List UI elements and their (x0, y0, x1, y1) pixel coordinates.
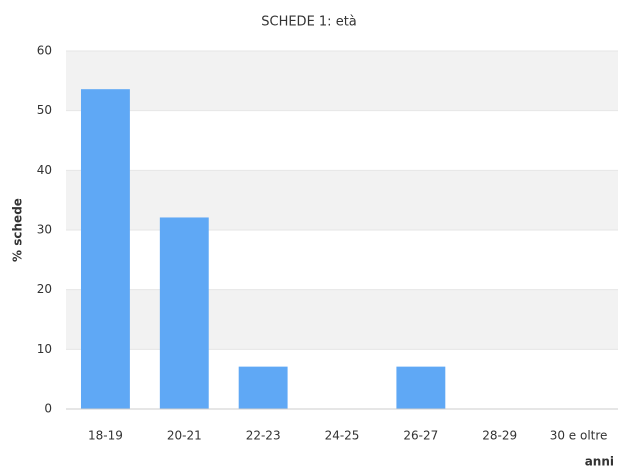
chart-title: SCHEDE 1: età (261, 15, 357, 30)
y-tick-label: 60 (37, 44, 52, 58)
y-tick-label: 50 (37, 103, 52, 117)
y-axis-label: % schede (11, 198, 25, 262)
x-tick-label: 18-19 (88, 429, 123, 443)
grid-band (66, 170, 618, 230)
x-tick-label: 20-21 (167, 429, 202, 443)
y-tick-label: 30 (37, 223, 52, 237)
x-tick-label: 28-29 (482, 429, 517, 443)
bar (159, 217, 209, 409)
bar (80, 89, 130, 409)
grid-band (66, 289, 618, 350)
bar (238, 366, 288, 409)
bar (396, 366, 446, 409)
x-tick-label: 26-27 (403, 429, 438, 443)
y-tick-label: 10 (37, 342, 52, 356)
grid-band (66, 51, 618, 111)
y-tick-label: 20 (37, 282, 52, 296)
y-tick-label: 0 (44, 402, 52, 416)
x-tick-label: 24-25 (325, 429, 360, 443)
x-tick-label: 30 e oltre (550, 429, 608, 443)
x-axis-label: anni (585, 455, 614, 469)
x-tick-label: 22-23 (246, 429, 281, 443)
y-tick-label: 40 (37, 163, 52, 177)
